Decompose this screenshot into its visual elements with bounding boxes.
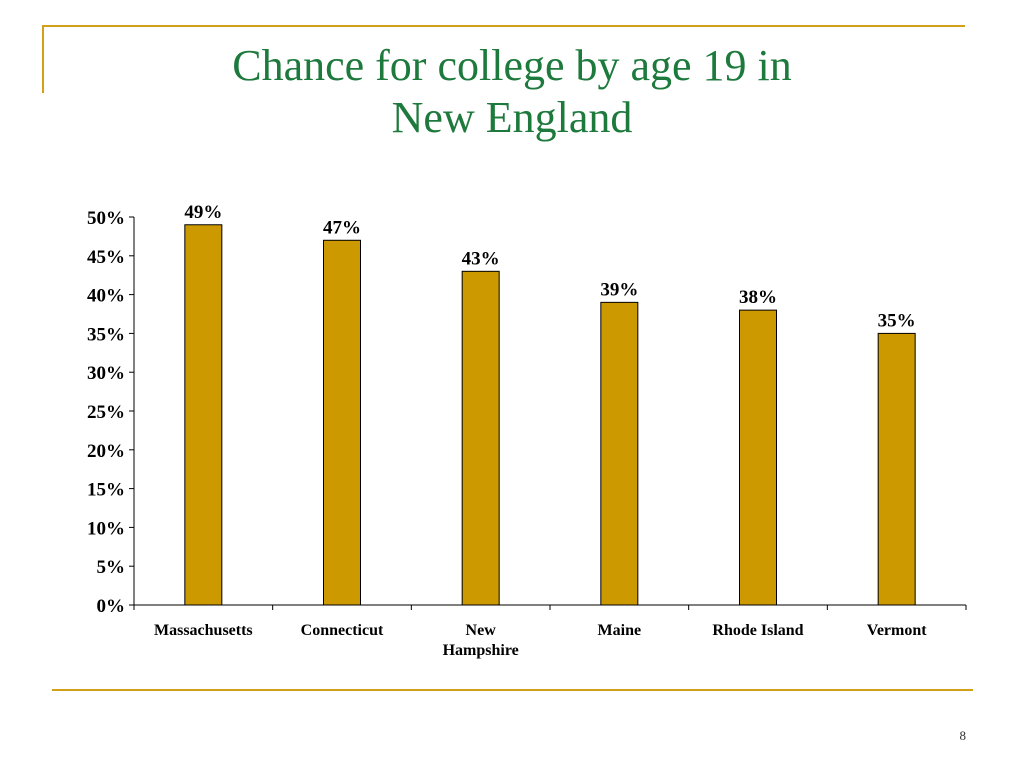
bar <box>877 332 916 606</box>
y-tick-label: 10% <box>87 518 125 539</box>
x-tick-label: Massachusetts <box>154 622 253 639</box>
left-accent-line <box>42 25 44 93</box>
x-tick-label: Maine <box>598 622 642 639</box>
x-tick-label: New <box>466 622 497 639</box>
data-label: 38% <box>739 287 777 308</box>
bar <box>739 309 777 606</box>
data-label: 49% <box>184 202 222 223</box>
y-tick-label: 35% <box>87 324 125 345</box>
data-label: 39% <box>600 279 638 300</box>
x-tick-label: Hampshire <box>443 642 519 659</box>
data-label: 43% <box>462 248 500 269</box>
y-tick-label: 20% <box>87 441 125 462</box>
data-label: 47% <box>323 217 361 238</box>
top-accent-line <box>43 25 965 27</box>
slide-title: Chance for college by age 19 in New Engl… <box>100 40 924 144</box>
bar <box>323 239 361 606</box>
bar <box>600 301 639 606</box>
y-tick-label: 50% <box>87 208 125 229</box>
data-label: 35% <box>878 310 916 331</box>
y-tick-label: 0% <box>97 596 126 617</box>
slide-title-line-2: New England <box>391 93 633 142</box>
x-tick-label: Rhode Island <box>712 622 803 639</box>
x-tick-label: Vermont <box>867 622 928 639</box>
slide-title-line-1: Chance for college by age 19 in <box>232 41 792 90</box>
page-number: 8 <box>959 728 967 743</box>
y-tick-label: 5% <box>97 557 126 578</box>
y-tick-label: 40% <box>87 286 125 307</box>
bar <box>461 270 500 606</box>
bar <box>184 224 223 606</box>
y-tick-label: 45% <box>87 247 125 268</box>
bottom-accent-line <box>52 689 973 691</box>
y-tick-label: 30% <box>87 363 125 384</box>
y-tick-label: 15% <box>87 480 125 501</box>
y-tick-label: 25% <box>87 402 125 423</box>
x-tick-label: Connecticut <box>301 622 384 639</box>
